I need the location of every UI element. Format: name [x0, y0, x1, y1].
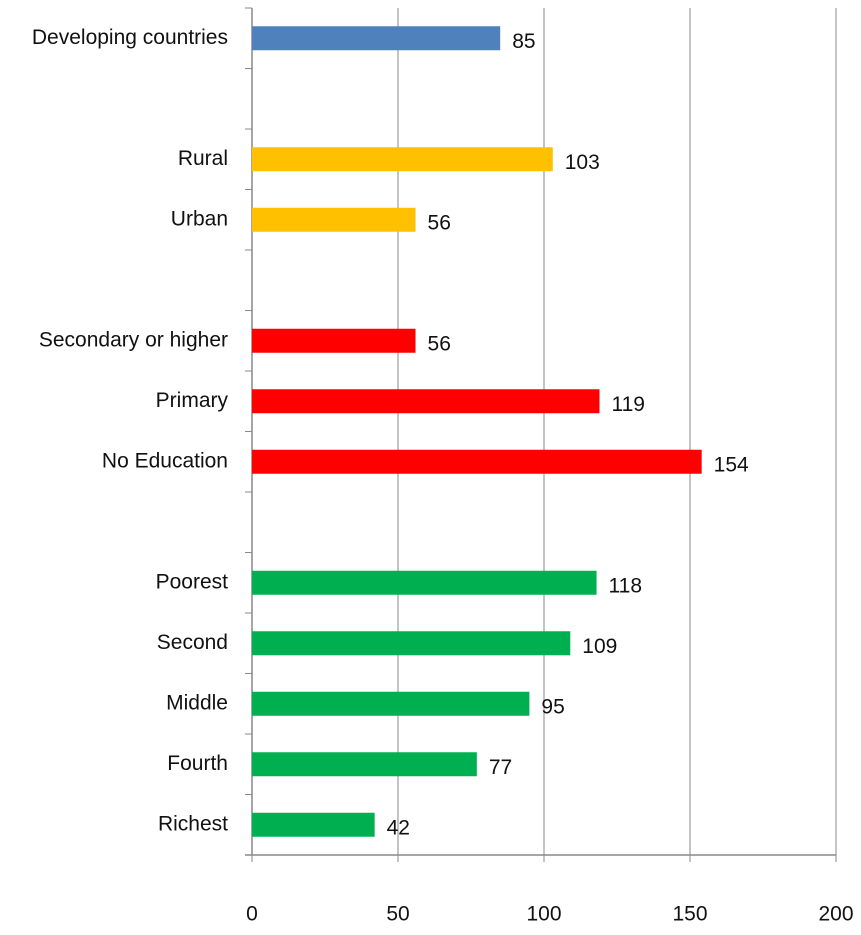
- value-label: 103: [565, 151, 600, 174]
- bar: [252, 449, 702, 474]
- value-label: 119: [611, 393, 644, 416]
- bar: [252, 812, 375, 837]
- value-label: 56: [428, 211, 451, 234]
- y-tick-label: Rural: [178, 147, 228, 170]
- value-label: 154: [714, 453, 749, 476]
- value-label: 85: [512, 30, 535, 53]
- x-tick-label: 100: [526, 903, 561, 926]
- y-tick-label: No Education: [102, 449, 228, 472]
- value-label: 77: [489, 756, 512, 779]
- x-tick-label: 50: [386, 903, 409, 926]
- value-label: 118: [609, 574, 642, 597]
- y-tick-label: Poorest: [156, 570, 229, 593]
- y-tick-label: Primary: [156, 389, 229, 412]
- y-tick-label: Second: [157, 631, 228, 654]
- bar: [252, 26, 501, 51]
- bar: [252, 389, 600, 414]
- bar: [252, 147, 553, 172]
- bar: [252, 691, 530, 716]
- bar: [252, 631, 571, 656]
- bar: [252, 570, 597, 595]
- value-label: 42: [387, 816, 410, 839]
- y-tick-label: Secondary or higher: [39, 328, 228, 351]
- value-label: 95: [541, 695, 564, 718]
- x-tick-label: 150: [672, 903, 707, 926]
- y-tick-label: Developing countries: [32, 26, 228, 49]
- x-tick-label: 200: [818, 903, 853, 926]
- bar: [252, 328, 416, 353]
- y-tick-label: Urban: [171, 207, 228, 230]
- y-tick-label: Fourth: [167, 752, 228, 775]
- x-tick-label: 0: [246, 903, 258, 926]
- y-tick-label: Richest: [158, 812, 228, 835]
- bar: [252, 752, 477, 777]
- value-label: 109: [582, 635, 617, 658]
- y-tick-label: Middle: [166, 691, 228, 714]
- bar: [252, 207, 416, 232]
- value-label: 56: [428, 332, 451, 355]
